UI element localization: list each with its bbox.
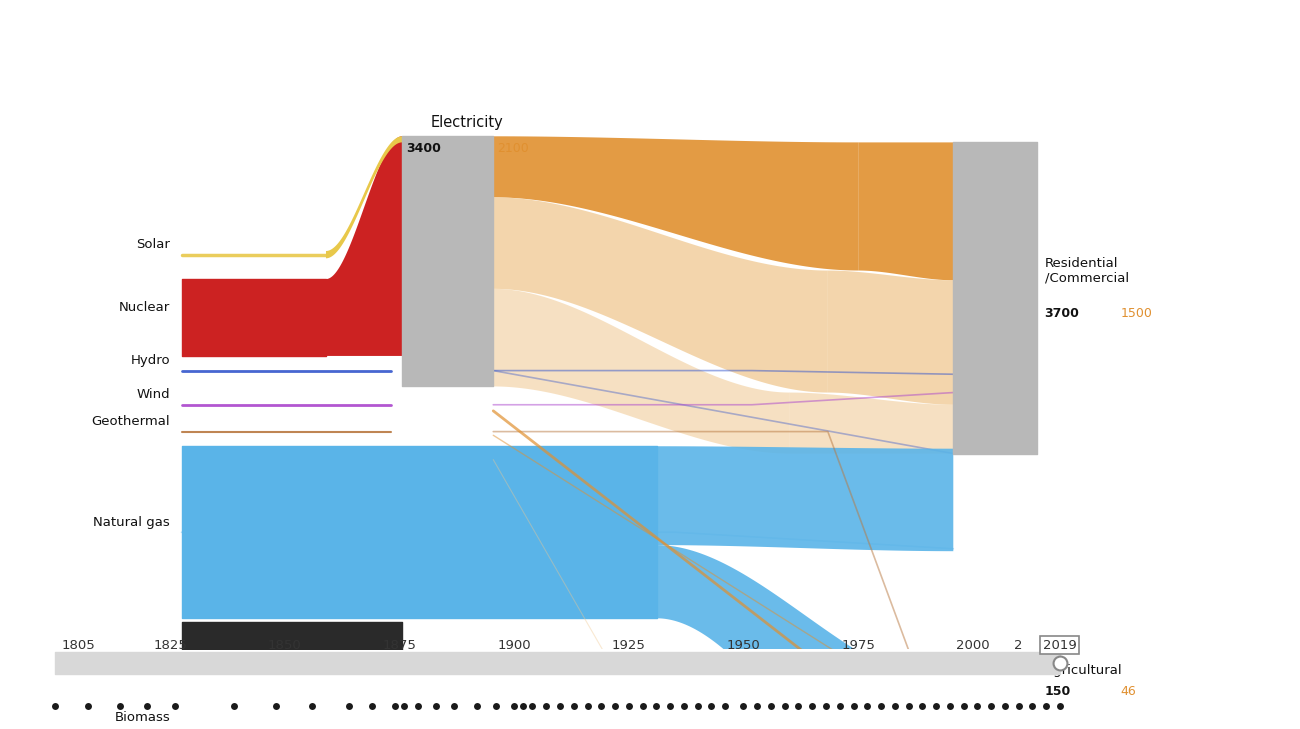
Text: 2: 2 (1014, 639, 1023, 652)
Text: 1925: 1925 (612, 639, 646, 652)
Text: 1875: 1875 (382, 639, 416, 652)
Text: 3700: 3700 (1044, 307, 1079, 320)
Text: Wind: Wind (136, 389, 170, 402)
Text: Geothermal: Geothermal (91, 416, 170, 429)
Text: 1950: 1950 (727, 639, 760, 652)
Text: 1850: 1850 (268, 639, 302, 652)
Text: 1805: 1805 (61, 639, 95, 652)
Text: Natural gas: Natural gas (94, 516, 170, 529)
Text: 150: 150 (1044, 685, 1071, 698)
Text: 1500: 1500 (1121, 307, 1153, 320)
Text: 1900: 1900 (498, 639, 530, 652)
Text: Solar: Solar (136, 238, 170, 252)
Text: Agricultural: Agricultural (1044, 664, 1122, 677)
Text: Hydro: Hydro (130, 354, 170, 367)
Text: Residential
/Commercial: Residential /Commercial (1044, 257, 1128, 284)
Text: Coal: Coal (140, 652, 170, 665)
Text: Biomass: Biomass (114, 711, 170, 724)
Text: Nuclear: Nuclear (118, 301, 170, 314)
Text: 1975: 1975 (841, 639, 875, 652)
Text: Electricity: Electricity (430, 115, 503, 130)
Text: 2019: 2019 (1043, 639, 1076, 652)
Text: 46: 46 (1121, 685, 1136, 698)
Text: 2000: 2000 (956, 639, 989, 652)
Text: 2100: 2100 (497, 142, 529, 155)
Text: 3400: 3400 (406, 142, 441, 155)
Text: 1825: 1825 (153, 639, 187, 652)
